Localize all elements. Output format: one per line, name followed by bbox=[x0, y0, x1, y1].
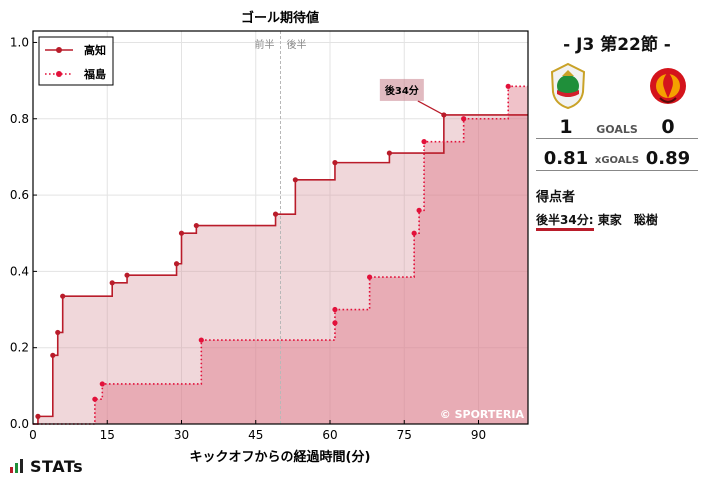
data-point bbox=[505, 83, 511, 89]
data-point bbox=[272, 211, 279, 217]
x-tick-label: 15 bbox=[100, 428, 115, 442]
data-point bbox=[60, 293, 66, 299]
data-point bbox=[193, 222, 199, 229]
y-tick-label: 0.4 bbox=[10, 264, 29, 278]
y-tick-label: 0.0 bbox=[10, 417, 29, 431]
away-goals: 0 bbox=[661, 116, 675, 138]
scorers-heading: 得点者 bbox=[536, 190, 576, 205]
chart-title: ゴール期待値 bbox=[241, 10, 319, 26]
annotation-leader bbox=[417, 100, 445, 116]
divider bbox=[536, 138, 698, 139]
match-title: - J3 第22節 - bbox=[563, 35, 671, 55]
data-point bbox=[55, 329, 61, 336]
x-tick-label: 45 bbox=[248, 428, 263, 442]
legend-box bbox=[38, 36, 114, 86]
scorer-entry: 後半34分: 東家 聡樹 bbox=[536, 211, 658, 231]
data-point bbox=[332, 160, 338, 166]
away-crest-icon bbox=[650, 68, 686, 104]
data-point bbox=[461, 116, 467, 122]
x-tick-label: 60 bbox=[322, 428, 337, 442]
divider bbox=[536, 170, 698, 171]
data-point bbox=[332, 306, 338, 313]
x-tick-label: 90 bbox=[471, 428, 486, 442]
home-crest-icon bbox=[550, 62, 586, 110]
home-goals: 1 bbox=[559, 116, 573, 138]
x-tick-label: 0 bbox=[29, 428, 37, 442]
y-tick-label: 1.0 bbox=[10, 35, 29, 49]
legend-label: 高知 bbox=[84, 43, 106, 57]
x-axis-label: キックオフからの経過時間(分) bbox=[190, 449, 371, 465]
data-point bbox=[178, 230, 185, 236]
scorer-time: 後半34分: bbox=[536, 213, 594, 231]
goals-row: 1 GOALS 0 bbox=[536, 116, 698, 140]
stats-logo: STATs bbox=[10, 457, 83, 476]
series-line bbox=[33, 85, 528, 425]
xg-row: 0.81 xGOALS 0.89 bbox=[536, 148, 698, 172]
x-tick-label: 75 bbox=[397, 428, 412, 442]
legend-marker bbox=[56, 71, 62, 77]
legend-label: 福島 bbox=[83, 67, 106, 81]
goals-label: GOALS bbox=[596, 123, 638, 136]
legend-marker bbox=[56, 47, 62, 53]
data-point bbox=[416, 207, 422, 213]
xg-label: xGOALS bbox=[594, 155, 640, 166]
scorer-player: 聡樹 bbox=[633, 213, 658, 227]
y-tick-label: 0.6 bbox=[10, 188, 29, 202]
data-point bbox=[332, 320, 338, 326]
plot-frame bbox=[32, 30, 529, 425]
data-point bbox=[109, 280, 115, 286]
data-point bbox=[35, 413, 41, 419]
data-point bbox=[421, 139, 427, 145]
data-point bbox=[411, 230, 417, 236]
x-tick-label: 30 bbox=[174, 428, 189, 442]
data-point bbox=[99, 381, 105, 387]
data-point bbox=[386, 150, 392, 156]
scorer-team: 東家 bbox=[597, 213, 622, 227]
second-half-label: 後半 bbox=[287, 38, 307, 51]
data-point bbox=[173, 261, 180, 267]
annotation-label: 後34分 bbox=[385, 84, 419, 97]
away-xg: 0.89 bbox=[645, 148, 691, 169]
y-tick-label: 0.2 bbox=[10, 341, 29, 355]
annotation-box bbox=[379, 78, 424, 101]
data-point bbox=[292, 177, 298, 183]
brand-name: STATs bbox=[30, 457, 84, 476]
data-point bbox=[50, 352, 56, 358]
series-area bbox=[33, 114, 528, 425]
data-point bbox=[124, 272, 130, 278]
stats-bars-icon bbox=[10, 459, 23, 473]
data-point bbox=[367, 274, 373, 280]
home-xg: 0.81 bbox=[543, 148, 589, 169]
y-tick-label: 0.8 bbox=[10, 112, 29, 126]
watermark: © SPORTERIA bbox=[440, 408, 525, 421]
series-area bbox=[33, 86, 528, 424]
data-point bbox=[92, 396, 98, 402]
data-point bbox=[198, 337, 204, 343]
first-half-label: 前半 bbox=[255, 38, 275, 51]
